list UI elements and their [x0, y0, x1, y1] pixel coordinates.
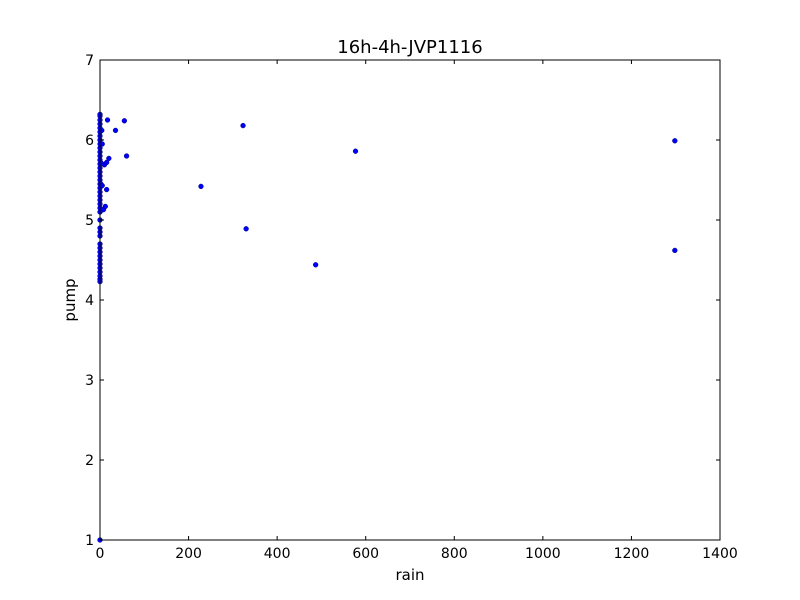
data-point [102, 203, 108, 210]
data-point [121, 118, 128, 124]
x-tick-label: 800 [441, 546, 468, 562]
y-tick-label: 5 [85, 213, 94, 229]
data-point [103, 186, 110, 193]
y-tick-label: 2 [85, 453, 94, 469]
x-axis: 0 200 400 600 800 1000 1200 1400 [96, 60, 738, 562]
x-tick-label: 1000 [525, 546, 561, 562]
y-axis: 1 2 3 4 5 6 7 [85, 53, 720, 549]
x-axis-label: rain [395, 566, 424, 584]
data-point [99, 141, 105, 147]
data-point [112, 127, 119, 134]
x-tick-label: 400 [264, 546, 291, 562]
data-point [243, 226, 249, 232]
data-point [672, 247, 678, 254]
data-point [123, 153, 130, 159]
data-point [99, 182, 105, 189]
y-tick-label: 7 [85, 53, 94, 69]
data-point [352, 148, 359, 154]
x-tick-label: 200 [175, 546, 202, 562]
data-point [198, 183, 204, 190]
data-point [99, 127, 105, 134]
x-tick-label: 1200 [614, 546, 650, 562]
x-tick-label: 1400 [702, 546, 738, 562]
x-tick-label: 600 [352, 546, 379, 562]
data-point [672, 138, 678, 144]
data-point [313, 262, 319, 268]
y-axis-label: pump [61, 278, 79, 321]
data-point [103, 159, 110, 166]
data-point [106, 155, 112, 162]
y-tick-label: 3 [85, 373, 94, 389]
y-tick-label: 6 [85, 133, 94, 149]
y-tick-label: 1 [85, 533, 94, 549]
x-tick-label: 0 [96, 546, 105, 562]
y-tick-label: 4 [85, 293, 94, 309]
data-point [104, 117, 111, 123]
chart-title: 16h-4h-JVP1116 [337, 37, 482, 58]
data-point [240, 122, 246, 129]
